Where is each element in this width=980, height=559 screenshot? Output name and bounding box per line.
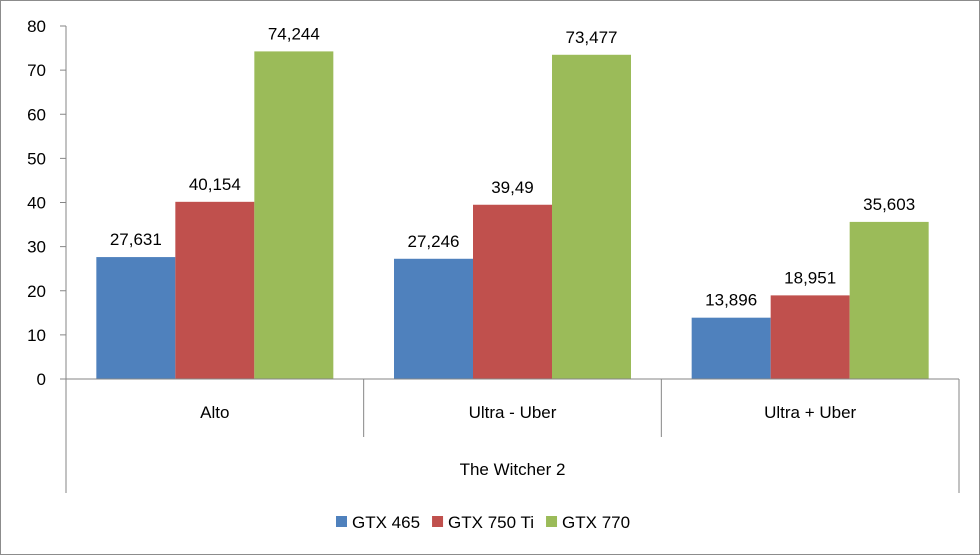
- legend-swatch: [546, 516, 558, 527]
- legend-swatch: [336, 516, 347, 527]
- x-category-label: Alto: [200, 403, 229, 422]
- legend-label: GTX 465: [352, 513, 420, 532]
- x-category-label: Ultra - Uber: [469, 403, 557, 422]
- bar-gtx-465: [394, 258, 473, 379]
- y-tick-label: 40: [27, 194, 46, 213]
- bar-gtx-770: [849, 221, 929, 379]
- y-tick-label: 60: [27, 105, 46, 124]
- y-tick-label: 50: [27, 149, 46, 168]
- y-axis: 0 10 20 30 40 50 60 70 80: [27, 17, 67, 389]
- bar-gtx-750-ti: [175, 201, 255, 379]
- y-tick-label: 80: [27, 17, 46, 36]
- x-group-label: The Witcher 2: [460, 460, 566, 479]
- bars: 27,631 40,154 74,244 27,246 39,49 73,477 13,89…: [96, 24, 929, 380]
- y-tick-label: 20: [27, 282, 46, 301]
- bar-gtx-750-ti: [473, 204, 552, 379]
- legend: GTX 465 GTX 750 Ti GTX 770: [336, 513, 630, 532]
- bar-gtx-750-ti: [770, 295, 850, 379]
- legend-label: GTX 770: [562, 513, 630, 532]
- bar-gtx-770: [254, 51, 334, 380]
- data-label: 27,631: [110, 230, 162, 249]
- data-label: 18,951: [784, 268, 836, 287]
- bar-gtx-770: [552, 54, 631, 379]
- legend-swatch: [432, 516, 444, 527]
- data-label: 73,477: [566, 28, 618, 47]
- data-label: 27,246: [408, 232, 460, 251]
- y-tick-label: 30: [27, 238, 46, 257]
- x-axis: Alto Ultra - Uber Ultra + Uber The Witcher …: [65, 378, 960, 493]
- data-label: 40,154: [189, 175, 241, 194]
- y-tick-label: 0: [37, 370, 46, 389]
- data-label: 35,603: [863, 195, 915, 214]
- data-label: 39,49: [491, 178, 534, 197]
- x-category-label: Ultra + Uber: [764, 403, 856, 422]
- data-label: 74,244: [268, 24, 320, 43]
- bar-gtx-465: [96, 257, 176, 379]
- legend-label: GTX 750 Ti: [448, 513, 534, 532]
- y-tick-label: 70: [27, 61, 46, 80]
- data-label: 13,896: [705, 291, 757, 310]
- bar-gtx-465: [691, 317, 771, 379]
- y-tick-label: 10: [27, 326, 46, 345]
